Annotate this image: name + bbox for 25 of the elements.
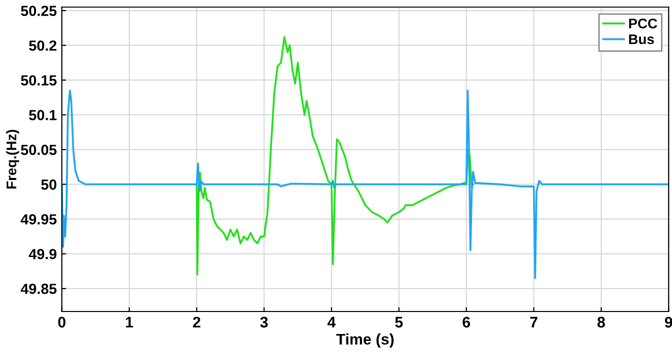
x-tick-label: 7 (530, 316, 538, 328)
x-tick-label: 2 (192, 316, 200, 328)
line-series (62, 90, 669, 280)
legend-label: PCC (629, 18, 658, 28)
y-axis-title: Freq.(Hz) (6, 130, 20, 188)
y-tick-label: 50.05 (20, 144, 57, 156)
y-tick-label: 50.15 (20, 75, 57, 86)
x-tick-label: 5 (395, 316, 403, 328)
y-tick-label: 49.9 (28, 248, 56, 260)
x-tick-label: 8 (597, 316, 605, 328)
x-tick-label: 0 (58, 316, 66, 328)
x-tick-label: 9 (664, 316, 672, 328)
y-tick-label: 50.1 (29, 110, 57, 120)
line-series (196, 36, 474, 276)
legend-label: Bus (629, 34, 654, 44)
x-tick-label: 4 (328, 316, 336, 328)
y-tick-label: 49.85 (20, 284, 57, 294)
y-tick-label: 50.2 (29, 40, 56, 51)
x-tick-label: 6 (462, 316, 470, 328)
y-tick-label: 50 (41, 179, 56, 190)
y-tick-label: 50.25 (20, 6, 57, 16)
y-tick-label: 49.95 (20, 214, 57, 224)
x-tick-label: 3 (260, 316, 268, 328)
x-tick-label: 1 (126, 316, 134, 328)
x-axis-title: Time (s) (336, 333, 394, 348)
